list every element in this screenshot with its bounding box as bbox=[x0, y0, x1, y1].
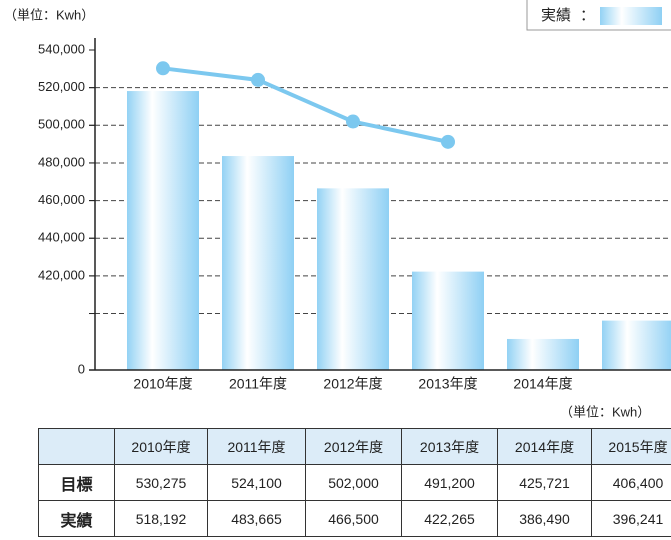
y-tick-label: 0 bbox=[78, 361, 85, 376]
cell: 466,500 bbox=[305, 500, 402, 537]
chart: （単位：Kwh） 実績 ： （単位：Kwh） 0 420,000 440,000 46… bbox=[4, 0, 671, 419]
header-cell: 2013年度 bbox=[401, 428, 498, 465]
line-marker bbox=[156, 61, 170, 76]
y-tick-label: 540,000 bbox=[38, 41, 85, 56]
x-tick-label: 2011年度 bbox=[229, 376, 287, 392]
table-row: 目標 530,275 524,100 502,000 491,200 425,721 406… bbox=[38, 464, 671, 501]
x-tick-label: 2010年度 bbox=[133, 376, 192, 392]
header-cell: 2010年度 bbox=[114, 428, 208, 465]
x-tick-label: 2014年度 bbox=[513, 376, 572, 392]
cell: 406,400 bbox=[591, 464, 671, 501]
legend-label: 実績 bbox=[541, 7, 571, 24]
unit-label: （単位：Kwh） bbox=[4, 7, 94, 22]
table-row: 実績 518,192 483,665 466,500 422,265 386,490 396… bbox=[38, 500, 671, 537]
unit-label-table: （単位：Kwh） bbox=[560, 404, 650, 419]
header-cell bbox=[38, 428, 115, 465]
header-cell: 2011年度 bbox=[207, 428, 306, 465]
bar bbox=[127, 91, 199, 370]
cell: 425,721 bbox=[497, 464, 592, 501]
x-tick-label: 2013年度 bbox=[418, 376, 477, 392]
cell: 422,265 bbox=[401, 500, 498, 537]
line-marker bbox=[441, 134, 455, 149]
cell: 483,665 bbox=[207, 500, 306, 537]
x-tick-label: 2012年度 bbox=[323, 376, 382, 392]
legend-colon: ： bbox=[580, 7, 595, 24]
header-cell: 2015年度 bbox=[591, 428, 671, 465]
y-tick-label: 500,000 bbox=[38, 117, 85, 132]
header-cell: 2012年度 bbox=[305, 428, 402, 465]
row-header: 目標 bbox=[38, 464, 115, 501]
table-row: 2010年度 2011年度 2012年度 2013年度 2014年度 2015年度 bbox=[38, 428, 671, 465]
y-tick-label: 420,000 bbox=[38, 267, 85, 282]
cell: 502,000 bbox=[305, 464, 402, 501]
bar bbox=[507, 338, 579, 370]
row-header: 実績 bbox=[38, 500, 115, 537]
header-cell: 2014年度 bbox=[497, 428, 592, 465]
cell: 524,100 bbox=[207, 464, 306, 501]
bar bbox=[412, 271, 484, 370]
data-table: 2010年度 2011年度 2012年度 2013年度 2014年度 2015年度 目標 53… bbox=[38, 428, 671, 537]
cell: 491,200 bbox=[401, 464, 498, 501]
cell: 518,192 bbox=[114, 500, 208, 537]
y-tick-label: 440,000 bbox=[38, 230, 85, 245]
cell: 386,490 bbox=[497, 500, 592, 537]
legend-swatch bbox=[600, 7, 662, 25]
cell: 396,241 bbox=[591, 500, 671, 537]
line bbox=[162, 66, 449, 144]
bar bbox=[317, 188, 389, 370]
y-tick-label: 480,000 bbox=[38, 154, 85, 169]
y-tick-label: 460,000 bbox=[38, 192, 85, 207]
cell: 530,275 bbox=[114, 464, 208, 501]
y-tick-label: 520,000 bbox=[38, 79, 85, 94]
bar bbox=[602, 320, 671, 370]
line-marker bbox=[346, 114, 360, 129]
bar bbox=[222, 156, 294, 370]
line-marker bbox=[251, 72, 265, 87]
